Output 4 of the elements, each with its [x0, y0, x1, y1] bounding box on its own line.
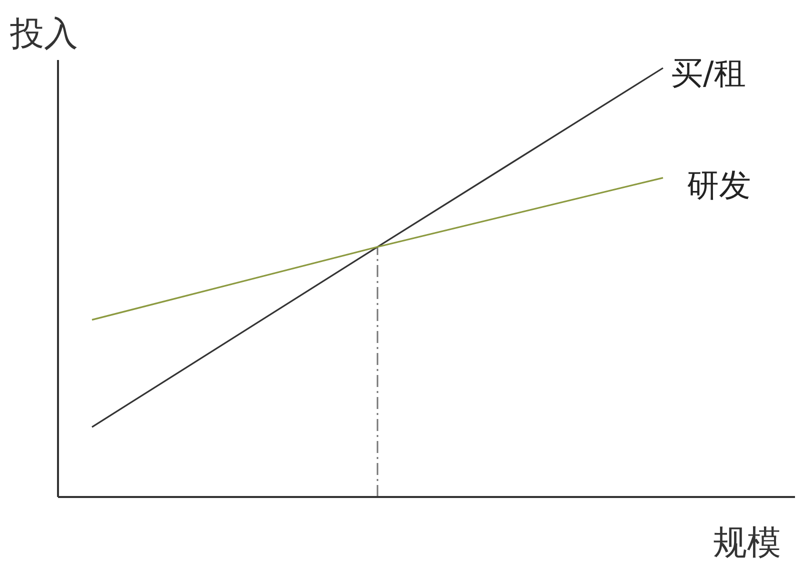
series-label: 买/租	[671, 54, 746, 92]
y-axis-title: 投入	[9, 14, 78, 54]
series-label: 研发	[687, 166, 751, 204]
x-axis-title: 规模	[713, 523, 781, 563]
